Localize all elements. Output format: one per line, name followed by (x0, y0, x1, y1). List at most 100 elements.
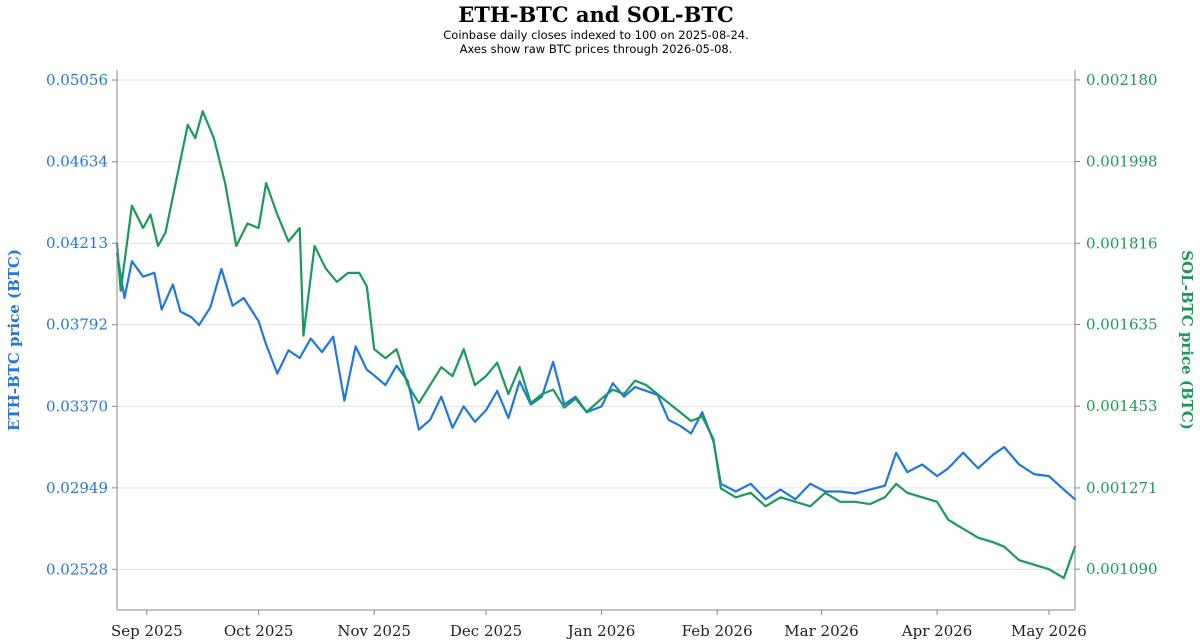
data-point (656, 393, 659, 395)
left-tick-label: 0.04213 (46, 234, 108, 252)
right-tick-label: 0.001271 (1086, 479, 1158, 497)
data-point (779, 496, 782, 498)
data-point (366, 285, 368, 287)
data-point (1033, 473, 1035, 475)
right-tick-label: 0.001090 (1086, 560, 1158, 578)
series-layer (115, 110, 1077, 580)
right-axis-ticks: 0.002180 0.001998 0.001816 0.001635 0.001453… (1075, 71, 1158, 578)
data-point (921, 463, 923, 466)
data-point (936, 475, 938, 477)
data-point (519, 366, 521, 368)
data-point (358, 272, 360, 274)
data-point (809, 505, 811, 507)
data-point (265, 182, 267, 184)
data-point (884, 485, 886, 487)
data-point (574, 396, 577, 398)
data-point (720, 487, 722, 489)
data-point (1048, 568, 1050, 570)
data-point (574, 398, 577, 400)
data-point (302, 335, 304, 337)
data-point (623, 396, 625, 398)
data-point (519, 380, 521, 382)
data-point (396, 365, 398, 367)
data-point (373, 348, 375, 350)
data-point (679, 425, 681, 427)
data-point (1003, 446, 1005, 448)
right-tick-label: 0.002180 (1086, 71, 1158, 89)
data-point (992, 454, 994, 456)
data-point (325, 267, 327, 269)
data-point (418, 429, 420, 431)
data-point (1033, 564, 1035, 566)
data-point (668, 419, 670, 421)
data-point (962, 452, 964, 454)
data-point (750, 483, 752, 485)
x-tick-label: Nov 2025 (337, 622, 411, 640)
data-point (854, 501, 856, 503)
data-point (563, 403, 565, 406)
data-point (287, 240, 290, 243)
x-tick-label: Dec 2025 (450, 622, 522, 640)
data-point (1018, 559, 1020, 561)
right-tick-label: 0.001998 (1086, 153, 1158, 171)
data-point (220, 268, 222, 270)
left-tick-label: 0.04634 (46, 153, 108, 171)
data-point (779, 489, 782, 491)
data-point (120, 290, 122, 292)
right-tick-label: 0.001635 (1086, 316, 1158, 334)
data-point (977, 467, 979, 469)
data-point (176, 178, 178, 180)
data-point (496, 390, 498, 392)
data-point (735, 490, 737, 493)
data-point (276, 213, 278, 216)
data-point (232, 305, 234, 307)
chart-subtitle-line-2: Axes show raw BTC prices through 2026-05… (460, 42, 733, 56)
data-point (690, 420, 692, 422)
data-point (586, 411, 588, 413)
data-point (451, 427, 454, 429)
data-point (496, 362, 498, 364)
data-point (485, 375, 487, 377)
data-point (440, 396, 442, 398)
data-point (601, 405, 603, 407)
left-tick-label: 0.03792 (46, 316, 108, 334)
data-point (541, 393, 543, 395)
data-point (396, 348, 398, 350)
data-point (794, 501, 797, 503)
data-point (258, 320, 260, 322)
data-point (634, 386, 636, 388)
gridlines (117, 79, 1075, 570)
data-point (977, 537, 979, 539)
data-point (634, 380, 636, 382)
data-point (679, 411, 681, 413)
data-point (612, 382, 614, 384)
data-point (235, 245, 237, 247)
data-point (809, 483, 811, 485)
right-axis-title: SOL-BTC price (BTC) (1178, 250, 1196, 430)
data-point (906, 471, 908, 473)
data-point (198, 324, 200, 326)
data-point (750, 492, 752, 494)
data-point (202, 110, 204, 112)
data-point (839, 501, 841, 503)
data-point (612, 389, 614, 391)
data-point (668, 402, 670, 404)
data-point (224, 182, 226, 184)
data-point (474, 384, 476, 386)
data-point (690, 432, 692, 435)
left-tick-label: 0.02528 (46, 560, 108, 578)
data-point (332, 336, 334, 338)
data-point (164, 231, 167, 234)
data-point (373, 374, 375, 376)
data-point (1003, 546, 1005, 548)
x-tick-label: Oct 2025 (224, 622, 294, 640)
data-point (839, 490, 841, 493)
data-point (962, 528, 964, 530)
series-points-sol-btc (116, 110, 1076, 579)
data-point (347, 272, 349, 274)
data-point (485, 409, 487, 411)
series-line-sol-btc (115, 110, 1077, 580)
data-point (895, 452, 897, 454)
data-point (735, 496, 737, 498)
